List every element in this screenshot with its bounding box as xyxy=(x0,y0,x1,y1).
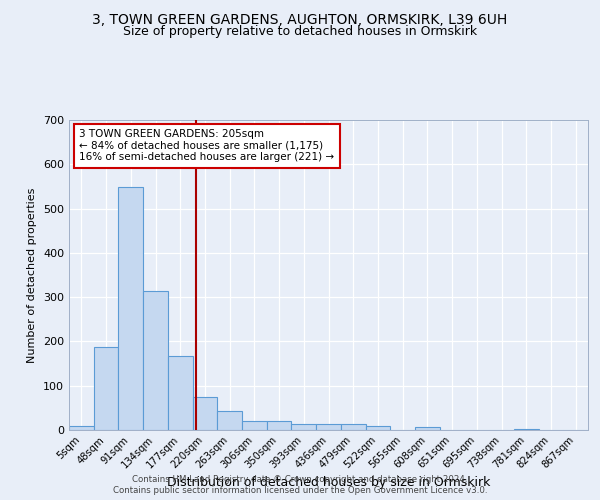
Bar xyxy=(193,397,217,430)
Text: 3, TOWN GREEN GARDENS, AUGHTON, ORMSKIRK, L39 6UH: 3, TOWN GREEN GARDENS, AUGHTON, ORMSKIRK… xyxy=(92,12,508,26)
Bar xyxy=(514,429,539,430)
Bar xyxy=(168,356,193,430)
Bar xyxy=(143,290,168,430)
Text: Size of property relative to detached houses in Ormskirk: Size of property relative to detached ho… xyxy=(123,25,477,38)
Bar xyxy=(341,424,365,430)
X-axis label: Distribution of detached houses by size in Ormskirk: Distribution of detached houses by size … xyxy=(167,476,490,489)
Text: 3 TOWN GREEN GARDENS: 205sqm
← 84% of detached houses are smaller (1,175)
16% of: 3 TOWN GREEN GARDENS: 205sqm ← 84% of de… xyxy=(79,130,335,162)
Y-axis label: Number of detached properties: Number of detached properties xyxy=(28,188,37,362)
Bar xyxy=(415,427,440,430)
Bar xyxy=(69,426,94,430)
Bar xyxy=(242,421,267,430)
Text: Contains HM Land Registry data © Crown copyright and database right 2024.: Contains HM Land Registry data © Crown c… xyxy=(132,475,468,484)
Bar xyxy=(316,424,341,430)
Text: Contains public sector information licensed under the Open Government Licence v3: Contains public sector information licen… xyxy=(113,486,487,495)
Bar xyxy=(118,187,143,430)
Bar xyxy=(365,426,390,430)
Bar xyxy=(217,411,242,430)
Bar xyxy=(292,424,316,430)
Bar xyxy=(94,347,118,430)
Bar xyxy=(267,421,292,430)
